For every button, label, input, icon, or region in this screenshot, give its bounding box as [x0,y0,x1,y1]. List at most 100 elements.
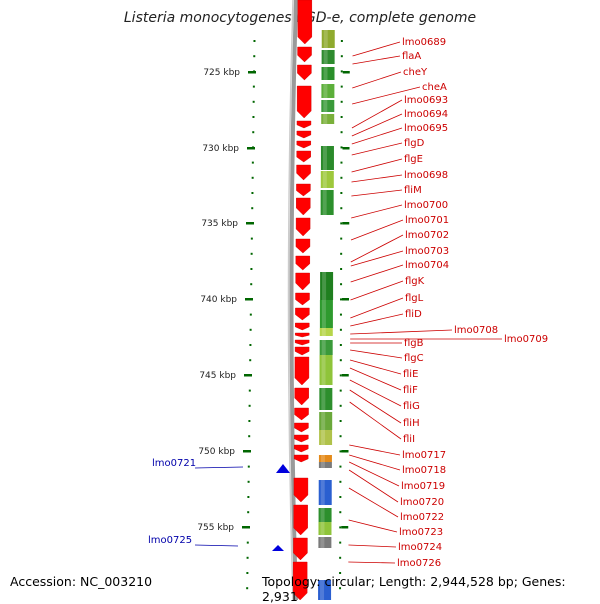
gene-content-highlight [321,300,326,328]
gene-leader-line [352,55,401,65]
gene-content-highlight [323,84,328,98]
gene-leader-line-reverse [194,544,239,547]
minor-tick [339,344,342,346]
minor-tick [248,404,251,407]
gene-content-block [318,522,332,535]
forward-cds-arrow [296,150,311,163]
minor-tick [247,496,250,498]
gene-content-block [318,462,332,468]
accession-text: Accession: NC_003210 [10,574,153,589]
gene-leader-line [350,250,404,267]
minor-tick [251,207,254,210]
gene-leader-line [350,280,404,301]
gene-leader-line [351,142,403,156]
forward-cds-arrow [295,307,310,321]
gene-leader-line [348,544,397,548]
kbp-ticks-layer: 725 kbp 730 kbp 735 kbp 740 kbp 745 kbp 750 k… [197,40,350,590]
gene-label-lmo0694: lmo0694 [404,109,448,120]
forward-cds-arrow [292,561,308,600]
gene-label-flgD: flgD [404,138,425,149]
minor-tick [339,450,342,453]
gene-content-highlight [322,190,327,215]
kbp-major-tick-right [342,71,350,74]
minor-tick [340,146,343,149]
gene-label-lmo0722: lmo0722 [400,512,444,523]
gene-label-lmo0703: lmo0703 [405,246,449,257]
minor-tick [251,192,254,194]
minor-tick [247,480,250,483]
minor-tick [339,465,342,468]
gene-content-highlight [323,114,328,124]
gene-content-block [321,50,335,64]
forward-cds-arrow [294,356,310,386]
kbp-major-tick-right [341,526,349,529]
minor-tick [252,85,255,88]
gene-leader-line [351,204,403,219]
forward-cds-arrow [293,454,309,463]
minor-tick [250,283,253,286]
gene-leader-line [349,379,402,407]
minor-tick [251,176,254,179]
gene-label-lmo0702: lmo0702 [405,230,449,241]
minor-tick [246,587,249,590]
minor-tick [246,572,249,574]
gene-label-lmo0724: lmo0724 [398,542,442,553]
gene-content-block [321,114,335,124]
gene-label-flgL: flgL [405,293,424,304]
gene-leader-line [350,297,404,319]
gene-leader-line [349,444,401,456]
gene-label-fliE: fliE [403,369,418,380]
gene-content-block [320,190,334,215]
forward-cds-arrow [294,422,309,433]
gene-leader-line [351,174,403,183]
minor-tick [248,389,251,392]
gene-label-fliD: fliD [405,309,422,320]
minor-tick [339,374,342,377]
minor-tick [252,100,255,103]
gene-label-fliF: fliF [403,385,418,396]
minor-tick [340,85,343,88]
gene-content-block [320,146,334,170]
forward-cds-arrow [294,444,309,453]
gene-content-highlight [323,100,328,112]
gene-content-highlight [320,580,325,600]
gene-content-block [321,100,335,112]
kbp-major-tick [247,147,255,150]
forward-cds-arrow [294,407,309,421]
kbp-major-tick [243,450,251,453]
gene-content-block [318,537,332,548]
gene-label-lmo0721: lmo0721 [152,458,196,469]
gene-leader-line [350,234,404,263]
gene-content-highlight [323,30,328,48]
gene-content-highlight [321,412,326,430]
minor-tick [340,237,343,240]
kbp-major-tick-right [342,298,350,301]
gene-label-fliG: fliG [403,401,420,412]
gene-leader-line [348,487,399,518]
gene-label-fliM: fliM [404,185,422,196]
gene-leader-line [348,469,399,503]
forward-cds-arrow [293,504,308,536]
forward-cds-arrow [297,46,312,63]
minor-tick [340,70,343,73]
gene-leader-line [351,127,403,145]
minor-tick [340,40,343,42]
gene-label-lmo0720: lmo0720 [400,497,444,508]
gene-content-block [319,388,333,410]
minor-tick [339,420,342,422]
minor-tick [248,420,251,422]
minor-tick [339,435,342,438]
gene-leader-line [348,461,400,487]
gene-content-highlight [323,67,328,80]
gene-leader-line [352,71,402,89]
forward-cds-arrow [297,0,313,45]
minor-tick [340,252,343,255]
gene-leader-line [349,454,401,471]
gene-label-flgK: flgK [405,276,425,287]
forward-cds-arrow [296,197,311,216]
gene-content-block [318,580,332,600]
gene-content-highlight [320,462,325,468]
minor-tick [340,207,343,210]
gene-leader-line [351,99,403,129]
